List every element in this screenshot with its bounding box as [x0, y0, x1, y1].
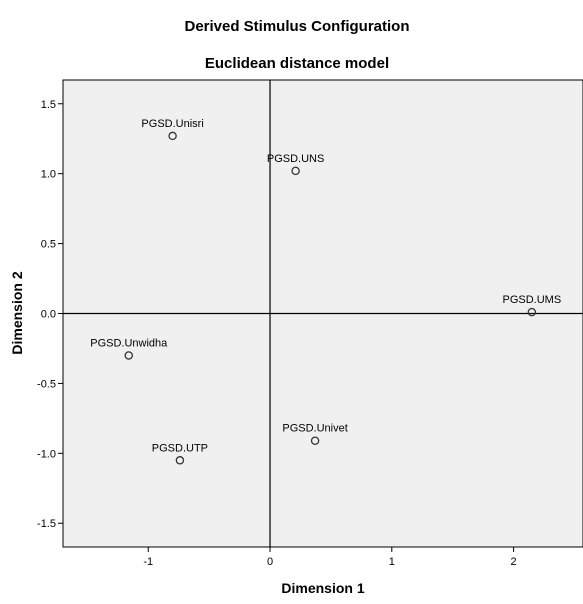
x-tick-label: 0 [267, 556, 273, 568]
point-label: PGSD.Unisri [141, 118, 203, 130]
x-axis-ticks: -1 0 1 2 [143, 547, 517, 568]
point-label: PGSD.Univet [282, 423, 347, 435]
x-axis-label: Dimension 1 [281, 580, 364, 596]
y-axis-label: Dimension 2 [9, 271, 25, 354]
chart-title: Derived Stimulus Configuration [184, 18, 409, 35]
point-marker [124, 351, 134, 360]
data-point: PGSD.UMS [503, 294, 562, 317]
data-point: PGSD.Unisri [141, 118, 204, 141]
point-label: PGSD.UMS [503, 294, 562, 306]
point-marker [168, 131, 177, 141]
x-tick-label: 2 [511, 556, 517, 568]
data-point: PGSD.UNS [267, 153, 324, 176]
y-tick-label: 1.5 [41, 99, 56, 111]
y-axis-ticks: 1.5 1.0 0.5 0.0 -0.5 -1.0 -1.5 [37, 99, 63, 530]
point-label: PGSD.Unwidha [90, 337, 168, 349]
data-point: PGSD.UTP [152, 442, 208, 465]
x-tick-label: 1 [389, 556, 395, 568]
x-tick-label: -1 [143, 556, 153, 568]
point-label: PGSD.UTP [152, 442, 208, 454]
reference-lines [63, 80, 583, 547]
y-tick-label: -0.5 [37, 378, 56, 390]
data-point: PGSD.Univet [282, 423, 348, 445]
y-tick-label: -1.5 [37, 518, 56, 530]
y-tick-label: -1.0 [37, 448, 56, 460]
point-marker [527, 307, 537, 317]
point-marker [175, 456, 185, 465]
point-label: PGSD.UNS [267, 153, 324, 165]
point-marker [310, 436, 320, 445]
point-marker [291, 166, 300, 176]
data-points: PGSD.Unisri PGSD.UNS PGSD.UMS PGSD.Unwidha P… [90, 118, 562, 465]
data-point: PGSD.Unwidha [90, 337, 168, 360]
y-tick-label: 0.0 [41, 309, 56, 321]
chart-subtitle: Euclidean distance model [205, 55, 389, 72]
y-tick-label: 0.5 [41, 239, 56, 251]
y-tick-label: 1.0 [41, 169, 56, 181]
